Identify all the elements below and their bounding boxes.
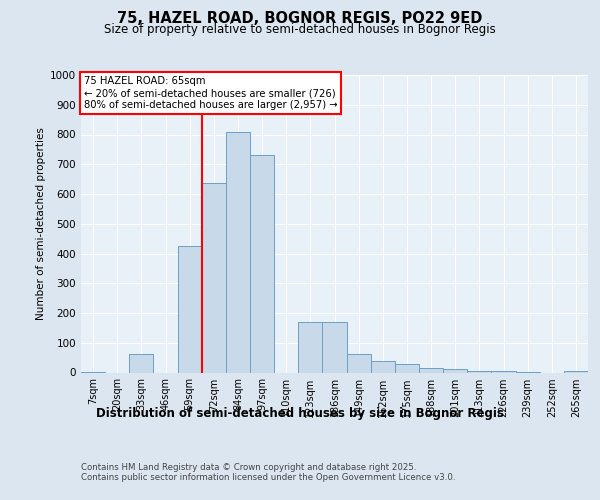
Text: Contains public sector information licensed under the Open Government Licence v3: Contains public sector information licen… — [81, 472, 455, 482]
Bar — [395, 364, 419, 372]
Bar — [298, 322, 322, 372]
Bar — [226, 132, 250, 372]
Text: Distribution of semi-detached houses by size in Bognor Regis: Distribution of semi-detached houses by … — [96, 408, 504, 420]
Bar — [467, 371, 491, 372]
Text: Contains HM Land Registry data © Crown copyright and database right 2025.: Contains HM Land Registry data © Crown c… — [81, 462, 416, 471]
Bar — [347, 354, 371, 372]
Text: 75 HAZEL ROAD: 65sqm
← 20% of semi-detached houses are smaller (726)
80% of semi: 75 HAZEL ROAD: 65sqm ← 20% of semi-detac… — [83, 76, 337, 110]
Bar — [129, 354, 154, 372]
Bar — [178, 246, 202, 372]
Bar — [371, 360, 395, 372]
Text: 75, HAZEL ROAD, BOGNOR REGIS, PO22 9ED: 75, HAZEL ROAD, BOGNOR REGIS, PO22 9ED — [118, 11, 482, 26]
Bar — [250, 156, 274, 372]
Bar — [491, 370, 515, 372]
Bar — [322, 322, 347, 372]
Bar — [443, 369, 467, 372]
Bar — [202, 182, 226, 372]
Y-axis label: Number of semi-detached properties: Number of semi-detached properties — [36, 128, 46, 320]
Bar — [564, 371, 588, 372]
Bar — [419, 368, 443, 372]
Text: Size of property relative to semi-detached houses in Bognor Regis: Size of property relative to semi-detach… — [104, 22, 496, 36]
